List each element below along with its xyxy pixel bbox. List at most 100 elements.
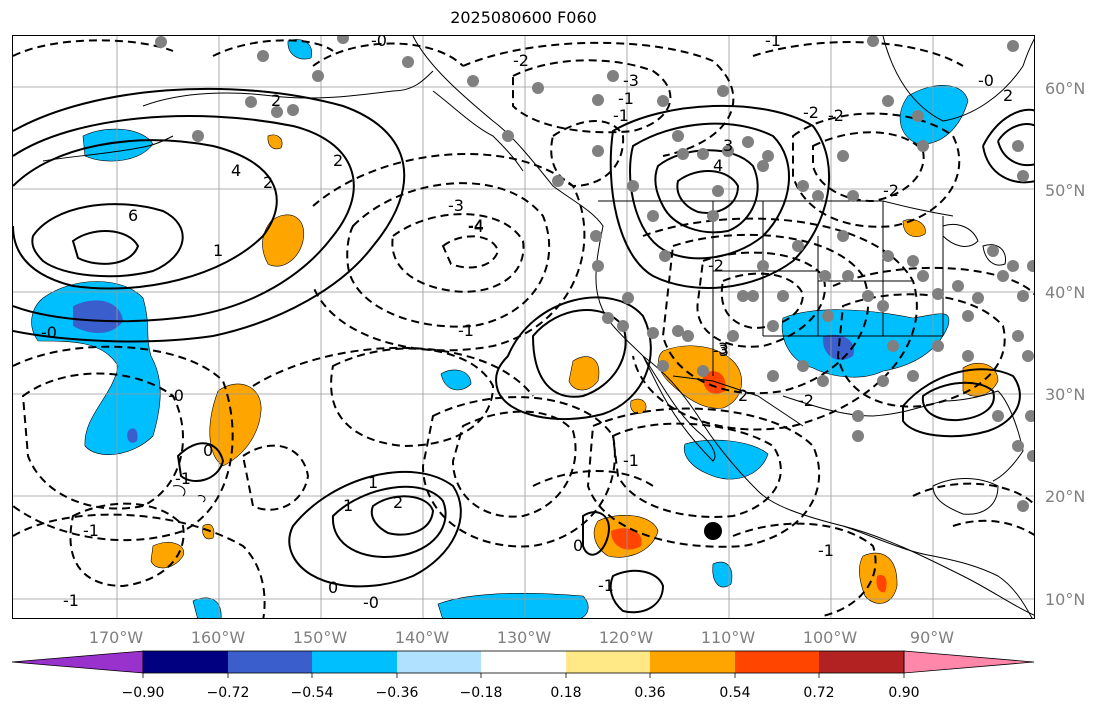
colorbar-bin [143, 651, 228, 673]
contour-label: -2 [803, 103, 819, 122]
colorbar: −0.90 −0.72 −0.54 −0.36 −0.18 0.18 0.36 … [11, 650, 1035, 701]
lon-label: 110°W [701, 628, 756, 647]
lon-label: 100°W [803, 628, 858, 647]
positive-anomaly-patch [902, 219, 926, 237]
contour-label: 0 [328, 578, 338, 597]
colorbar-tick-label: −0.54 [291, 685, 334, 701]
contour-label: -0 [978, 71, 994, 90]
baja-california [642, 355, 716, 462]
map-panel[interactable]: -0 -3 -4 -2 -1 4 6 2 -1 -2 -3 -4 -1 3 4 … [12, 35, 1035, 619]
contour-label: -1 [765, 36, 781, 50]
highlight-marker [704, 522, 722, 540]
contour-label: -1 [618, 89, 634, 108]
strong-negative-anomaly-patch [73, 300, 123, 333]
contour-label: 2 [263, 173, 273, 192]
contour-label: -1 [175, 469, 191, 488]
contour-label: -2 [883, 181, 899, 200]
lat-label: 40°N [1045, 283, 1085, 302]
contour-label: -4 [468, 216, 484, 235]
lon-label: 90°W [910, 628, 954, 647]
contour-label: -1 [623, 451, 639, 470]
positive-anomaly-patch [568, 356, 600, 391]
contour-label: -3 [448, 196, 464, 215]
negative-anomaly-patch [899, 85, 969, 145]
contour-label: -1 [83, 521, 99, 540]
contour-label: -1 [458, 321, 474, 340]
contour-label: -2 [708, 256, 724, 275]
colorbar-tick-label: −0.36 [376, 685, 419, 701]
contour-label: -4 [468, 217, 484, 236]
map-canvas: -0 -3 -4 -2 -1 4 6 2 -1 -2 -3 -4 -1 3 4 … [13, 36, 1034, 618]
contour-label: 6 [128, 206, 138, 225]
negative-anomaly-patch [31, 281, 161, 456]
positive-anomaly-patch [150, 542, 185, 569]
contour-label: -3 [713, 341, 729, 360]
colorbar-bin [481, 651, 566, 673]
colorbar-tick-label: 0.18 [550, 685, 581, 701]
contour-label: -1 [818, 541, 834, 560]
contour-label: 2 [393, 493, 403, 512]
strong-negative-anomaly-patch [127, 428, 138, 443]
negative-anomaly-patch [287, 39, 313, 60]
negative-anomaly-patch [781, 309, 950, 378]
colorbar-tick-label: −0.72 [207, 685, 250, 701]
contour-label: 1 [343, 496, 353, 515]
contour-label: 0 [203, 441, 213, 460]
contour-label: 2 [333, 151, 343, 170]
contour-label: -2 [798, 391, 814, 410]
colorbar-max-extension [903, 650, 1035, 674]
colorbar-tick-label: −0.90 [122, 685, 165, 701]
lat-label: 20°N [1045, 487, 1085, 506]
hawaii [172, 485, 206, 503]
strong-positive-anomaly-patch [611, 528, 642, 550]
colorbar-bin [566, 651, 650, 673]
colorbar-bin [397, 651, 481, 673]
lat-label: 60°N [1045, 79, 1085, 98]
contour-label: 2 [738, 386, 748, 405]
positive-anomaly-patch [202, 524, 215, 540]
contour-label: -0 [371, 36, 387, 50]
contour-label: 3 [718, 339, 728, 358]
contour-label: 1 [213, 241, 223, 260]
lon-label: 130°W [497, 628, 552, 647]
contour-label: 2 [1003, 86, 1013, 105]
colorbar-bin [312, 651, 397, 673]
strong-positive-anomaly-patch [702, 371, 726, 394]
colorbar-tick-label: 0.54 [719, 685, 750, 701]
contour-label: 0 [573, 536, 583, 555]
colorbar-tick-label: 0.36 [634, 685, 665, 701]
lon-label: 120°W [599, 628, 654, 647]
contour-label: 1 [368, 473, 378, 492]
colorbar-tick-label: −0.18 [460, 685, 503, 701]
lat-label: 10°N [1045, 590, 1085, 609]
colorbar-bin [735, 651, 819, 673]
contour-label: -3 [623, 71, 639, 90]
great-lakes [942, 223, 1007, 266]
central-america [842, 525, 1033, 618]
positive-anomaly-patch [262, 214, 305, 267]
us-mexico-border [672, 375, 804, 427]
positive-anomaly-patch [267, 134, 283, 150]
negative-anomaly-patch [192, 597, 222, 618]
negative-anomaly-patch [437, 593, 589, 618]
negative-anomaly-patch [82, 128, 154, 162]
contour-label: -0 [168, 386, 184, 405]
colorbar-tick-labels: −0.90 −0.72 −0.54 −0.36 −0.18 0.18 0.36 … [122, 685, 920, 701]
contour-labels: -0 -3 -4 -2 -1 4 6 2 -1 -2 -3 -4 -1 3 4 … [41, 36, 1013, 612]
contour-label: 2 [271, 91, 281, 110]
longitude-labels: 170°W 160°W 150°W 140°W 130°W 120°W 110°… [89, 628, 954, 647]
contour-label: -1 [598, 576, 614, 595]
contour-label: 3 [723, 136, 733, 155]
station-markers [155, 36, 1034, 512]
contour-label: -0 [41, 323, 57, 342]
colorbar-tick-label: 0.90 [888, 685, 919, 701]
lon-label: 140°W [395, 628, 450, 647]
contour-label: -2 [828, 106, 844, 125]
colorbar-bin [228, 651, 312, 673]
contour-label: -2 [513, 51, 529, 70]
contour-label: -1 [63, 591, 79, 610]
contour-label: -1 [613, 106, 629, 125]
hudson-bay [882, 36, 1034, 122]
contour-label: 4 [231, 161, 241, 180]
lat-label: 30°N [1045, 385, 1085, 404]
